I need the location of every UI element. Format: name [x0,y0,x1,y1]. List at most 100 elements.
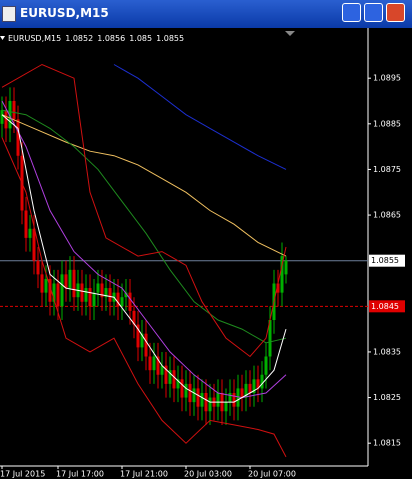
y-tick-label: 1.0895 [373,74,401,83]
ohlc-value: 1.0856 [97,34,125,43]
candle-body [284,260,288,275]
y-tick-label: 1.0835 [373,347,401,356]
candle-body [136,324,140,348]
candle-body [4,110,8,129]
candle-body [144,333,148,357]
candle-body [160,365,164,375]
candle-body [164,365,168,384]
candle-body [252,379,256,393]
candle-body [188,383,192,403]
indicator-line [1,109,287,344]
candle-body [12,101,16,120]
x-tick-label: 20 Jul 03:00 [184,470,232,479]
indicator-line [113,64,287,170]
indicator-line [1,100,287,399]
candle-body [96,283,100,293]
candle-body [56,283,60,307]
candle-body [116,292,120,307]
y-tick-label: 1.0815 [373,439,401,448]
candle-body [268,320,272,357]
candle-body [172,370,176,389]
window-icon [2,6,16,22]
candle-body [32,228,36,261]
candle-body [48,278,52,302]
y-tick-label: 1.0875 [373,165,401,174]
candle-body [208,397,212,412]
symbol-label: EURUSD,M15 [8,34,61,43]
candle-body [68,269,72,289]
window-title: EURUSD,M15 [20,6,109,20]
x-tick-label: 17 Jul 17:00 [56,470,104,479]
indicator-line [1,137,287,458]
candle-body [244,383,248,398]
candle-body [256,379,260,389]
candle-body [100,283,104,298]
x-tick-label: 20 Jul 07:00 [248,470,296,479]
candle-body [232,393,236,407]
candle-body [124,292,128,298]
candle-body [40,274,44,293]
candle-body [108,288,112,302]
close-button[interactable] [386,3,405,22]
candle-body [204,393,208,412]
candle-body [176,379,180,389]
candle-body [36,260,40,275]
candle-body [104,288,108,298]
candle-body [72,269,76,298]
candle-body [184,383,188,398]
price-level-label: 1.0845 [371,302,399,311]
y-tick-label: 1.0825 [373,393,401,402]
candle-body [240,388,244,398]
ohlc-value: 1.0852 [65,34,93,43]
indicator-line [1,114,287,257]
candle-body [156,356,160,375]
candle-body [0,110,4,124]
candle-body [228,393,232,403]
candle-body [120,297,124,307]
ohlc-value: 1.0855 [156,34,184,43]
info-line: EURUSD,M15 1.0852 1.0856 1.085 1.0855 [8,34,184,43]
candle-body [60,274,64,307]
candle-body [180,379,184,398]
candle-body [28,228,32,238]
candle-body [52,283,56,302]
candle-body [196,388,200,407]
price-level-box [369,300,405,313]
candle-body [200,393,204,407]
price-level-box [369,254,405,267]
candle-body [44,278,48,293]
candle-body [80,283,84,302]
candle-body [216,393,220,407]
y-tick-label: 1.0885 [373,119,401,128]
candle-body [140,333,144,348]
shift-marker [285,31,295,36]
candle-body [88,288,92,307]
minimize-button[interactable] [342,3,361,22]
maximize-button[interactable] [364,3,383,22]
candle-body [16,119,20,156]
candle-body [224,402,228,412]
candle-body [168,370,172,384]
title-bar: EURUSD,M15 [0,0,412,28]
ohlc-value: 1.085 [129,34,152,43]
candle-body [128,292,132,311]
candle-body [64,274,68,289]
candle-body [84,288,88,302]
candle-body [92,292,96,307]
candle-body [132,310,136,325]
candle-body [192,388,196,403]
price-level-label: 1.0855 [371,256,399,265]
indicator-line [1,114,287,403]
candle-body [248,383,252,393]
candle-body [24,210,28,238]
x-tick-label: 17 Jul 2015 [0,470,45,479]
candle-body [276,283,280,293]
indicator-line [1,63,287,358]
candle-body [152,356,156,371]
candle-body [8,101,12,129]
candle-body [148,356,152,371]
candle-body [260,374,264,389]
chart: EURUSD,M15 1.0852 1.0856 1.085 1.0855 1.0895… [0,28,405,479]
candle-body [236,388,240,407]
